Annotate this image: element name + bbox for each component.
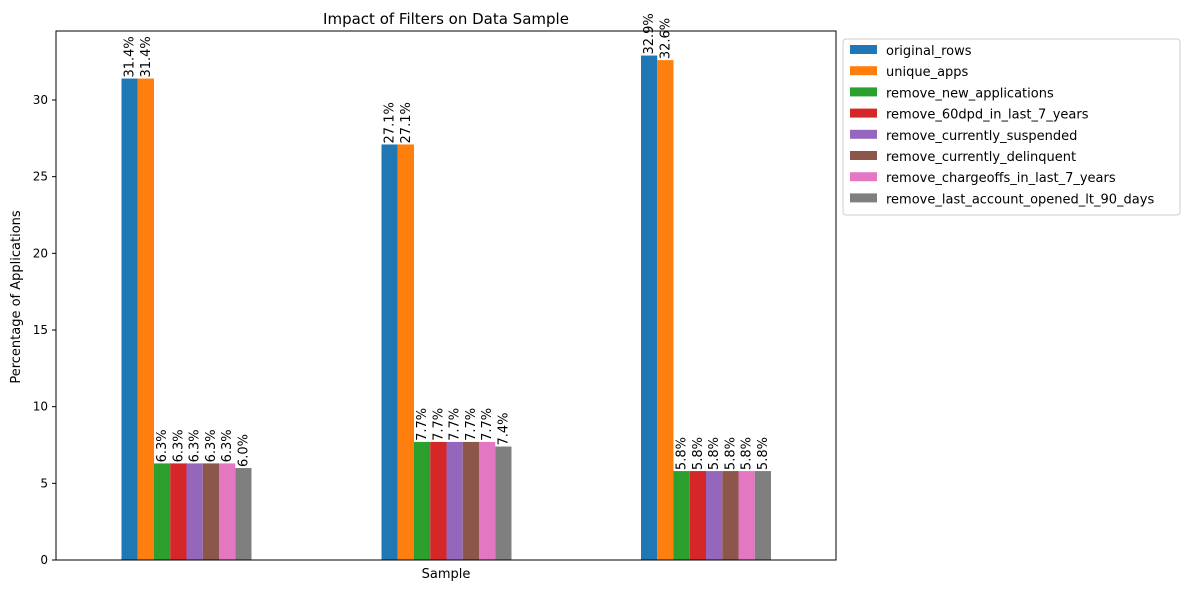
legend-label: remove_new_applications	[886, 86, 1054, 101]
bar	[446, 441, 463, 560]
legend-items: original_rows unique_apps remove_new_appli…	[850, 44, 1154, 207]
bar-data-label: 31.4%	[123, 36, 138, 77]
bar	[397, 144, 414, 560]
bar	[706, 471, 723, 560]
y-tick-label: 0	[40, 553, 48, 567]
x-axis-label: Sample	[422, 567, 471, 582]
y-tick-label: 25	[33, 170, 48, 184]
bar-data-label: 32.6%	[658, 18, 673, 59]
bar	[495, 446, 512, 560]
bar	[462, 441, 479, 560]
bar	[754, 471, 771, 560]
bar	[235, 468, 252, 560]
legend-label: remove_currently_delinquent	[886, 150, 1076, 165]
plot-area-frame	[55, 30, 837, 561]
bar	[154, 463, 171, 560]
bars	[121, 55, 771, 561]
legend-label: remove_currently_suspended	[886, 129, 1077, 144]
y-tick-label: 10	[33, 400, 48, 414]
bar	[414, 441, 431, 560]
bar-data-label: 6.3%	[171, 429, 186, 462]
bar	[219, 463, 236, 560]
bar-data-label: 6.3%	[188, 429, 203, 462]
bar-data-label: 6.3%	[155, 429, 170, 462]
bar-data-label: 6.3%	[220, 429, 235, 462]
bar-data-label: 5.8%	[740, 437, 755, 470]
bar	[673, 471, 690, 560]
legend-swatch	[850, 129, 877, 139]
legend-label: remove_60dpd_in_last_7_years	[886, 108, 1089, 123]
y-tick-label: 15	[33, 323, 48, 337]
legend-swatch	[850, 87, 877, 97]
bar	[641, 55, 658, 561]
bar-data-label: 6.0%	[236, 434, 251, 467]
legend-label: remove_last_account_opened_lt_90_days	[886, 192, 1154, 207]
bar	[657, 60, 674, 561]
legend-label: original_rows	[886, 44, 972, 59]
bar-data-label: 5.8%	[723, 437, 738, 470]
legend-frame	[842, 38, 1181, 216]
bar	[186, 463, 203, 560]
bar	[738, 471, 755, 560]
bar-data-label: 7.7%	[415, 408, 430, 441]
bar-data-label: 5.8%	[707, 437, 722, 470]
bar-data-label: 27.1%	[383, 102, 398, 143]
bar-data-label: 7.7%	[431, 408, 446, 441]
y-tick-label: 20	[33, 246, 48, 260]
legend-swatch	[850, 45, 877, 54]
legend-label: unique_apps	[886, 65, 969, 80]
chart-title: Impact of Filters on Data Sample	[323, 10, 569, 28]
bar-data-label: 7.7%	[480, 408, 495, 441]
bar	[689, 471, 706, 560]
bar-data-label: 5.8%	[675, 437, 690, 470]
bar-data-labels: 31.4% 27.1% 32.9% 31.4% 27.1% 32.6% 6.3% 7.7% 5.…	[123, 13, 771, 470]
legend-label: remove_chargeoffs_in_last_7_years	[886, 171, 1116, 186]
bar-data-label: 5.8%	[756, 437, 771, 470]
bar-data-label: 31.4%	[139, 36, 154, 77]
bar-data-label: 32.9%	[642, 13, 657, 54]
bar-data-label: 6.3%	[204, 429, 219, 462]
bar-data-label: 7.7%	[464, 408, 479, 441]
legend: original_rows unique_apps remove_new_appli…	[842, 38, 1181, 216]
legend-swatch	[850, 193, 877, 203]
bar	[121, 78, 138, 561]
bar-data-label: 7.4%	[496, 413, 511, 446]
bar-data-label: 7.7%	[448, 408, 463, 441]
bar	[722, 471, 739, 560]
bar-data-label: 27.1%	[399, 102, 414, 143]
bar	[170, 463, 187, 560]
legend-swatch	[850, 172, 877, 182]
bar	[381, 144, 398, 560]
bar	[430, 441, 447, 560]
y-axis-label: Percentage of Applications	[9, 210, 24, 384]
bar-data-label: 5.8%	[691, 437, 706, 470]
legend-swatch	[850, 151, 877, 160]
bar	[202, 463, 219, 560]
legend-swatch	[850, 108, 877, 118]
bar	[137, 78, 154, 561]
bar	[479, 441, 496, 560]
y-tick-label: 30	[33, 93, 48, 107]
y-axis-ticks: 0 5 10 15 20 25 30	[33, 93, 56, 567]
legend-swatch	[850, 66, 877, 76]
y-tick-label: 5	[40, 476, 48, 490]
